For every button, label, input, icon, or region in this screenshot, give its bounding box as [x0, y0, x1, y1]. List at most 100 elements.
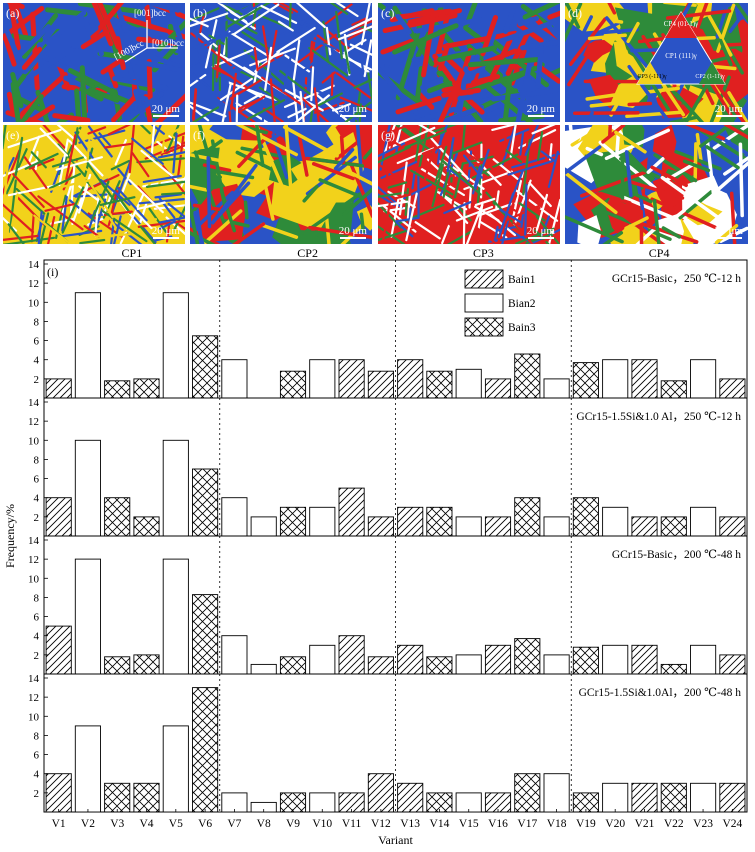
lath	[10, 72, 24, 109]
bar-v11	[338, 487, 365, 537]
lath	[151, 125, 185, 144]
x-tick-label: V4	[139, 818, 153, 830]
y-tick-label: 12	[28, 554, 39, 566]
lath	[313, 87, 320, 122]
lath	[437, 70, 465, 122]
bar-v23	[690, 644, 717, 675]
lath	[128, 125, 136, 174]
x-tick-label: V7	[227, 818, 241, 830]
y-tick-label: 14	[28, 397, 40, 409]
lath	[378, 145, 411, 164]
lath	[103, 142, 134, 149]
bar-v12	[367, 773, 394, 813]
lath	[34, 150, 39, 171]
lath	[725, 42, 748, 47]
bar-v23	[690, 506, 717, 537]
lath	[257, 158, 275, 221]
bar-v19	[572, 497, 599, 537]
series-name: GCr15-1.5Si&1.0Al，200 ℃-48 h	[579, 687, 742, 699]
x-tick-label: V6	[198, 818, 212, 830]
lath	[627, 101, 653, 107]
lath	[302, 184, 319, 203]
lath	[414, 17, 483, 34]
lath	[515, 58, 533, 122]
lath	[7, 128, 62, 149]
lath	[333, 147, 355, 171]
lath	[190, 49, 218, 69]
lath	[86, 136, 91, 162]
bar-v14	[426, 656, 453, 675]
bar-v17	[514, 353, 541, 399]
lath	[100, 55, 127, 75]
x-tick-label: V8	[257, 818, 271, 830]
lath	[6, 3, 25, 10]
lath	[414, 221, 441, 240]
x-tick-label: V22	[664, 818, 684, 830]
lath	[19, 94, 44, 122]
lath	[565, 107, 574, 122]
lath	[243, 200, 249, 220]
lath	[150, 125, 156, 157]
lath	[277, 20, 294, 32]
lath	[360, 3, 371, 46]
lath	[699, 125, 733, 148]
x-tick-label: V2	[81, 818, 95, 830]
lath	[101, 209, 148, 243]
x-tick-label: V1	[52, 818, 66, 830]
lath	[624, 150, 633, 198]
lath	[628, 86, 680, 96]
lath	[287, 11, 311, 29]
lath	[727, 91, 748, 122]
bar-v10	[309, 506, 336, 537]
bar-v24	[719, 378, 746, 399]
lath	[483, 30, 497, 61]
lath	[565, 215, 624, 244]
lath	[3, 154, 10, 212]
lath	[353, 78, 372, 89]
lath	[380, 38, 414, 55]
bar-v23	[690, 782, 717, 813]
lath	[335, 10, 343, 60]
lath	[395, 216, 420, 223]
lath	[705, 145, 740, 170]
lath	[310, 38, 337, 51]
lath	[390, 3, 469, 11]
lath	[204, 139, 223, 154]
lath	[684, 80, 711, 122]
lath	[292, 39, 301, 81]
y-tick-label: 10	[28, 435, 40, 447]
bar-v18	[543, 378, 570, 399]
lath	[243, 49, 286, 87]
lath	[311, 162, 355, 181]
bar-v3	[104, 656, 131, 675]
axis-label-010: [010]bcc	[152, 38, 184, 48]
map-panel-label: (f)	[193, 128, 205, 142]
lath	[404, 130, 447, 149]
lath	[378, 64, 419, 116]
map-panel-b	[190, 3, 372, 122]
lath	[139, 125, 151, 135]
lath	[47, 178, 94, 192]
bar-v4	[133, 378, 160, 399]
lath	[157, 150, 185, 159]
lath	[3, 33, 17, 67]
lath	[254, 125, 265, 168]
lath	[565, 3, 583, 43]
series-name: GCr15-Basic，200 ℃-48 h	[612, 549, 741, 561]
y-tick-label: 14	[28, 535, 40, 547]
lath	[283, 84, 335, 109]
lath	[336, 95, 342, 122]
lath	[197, 125, 212, 164]
lath	[423, 150, 434, 181]
bar-v18	[543, 773, 570, 813]
lath	[471, 74, 501, 85]
lath	[608, 125, 613, 138]
lath	[168, 3, 185, 58]
lath	[71, 25, 99, 49]
x-tick-label: V13	[400, 818, 420, 830]
lath	[585, 92, 624, 101]
lath	[56, 125, 77, 142]
bar-v11	[338, 359, 365, 399]
lath	[33, 214, 73, 244]
lath	[455, 205, 494, 222]
